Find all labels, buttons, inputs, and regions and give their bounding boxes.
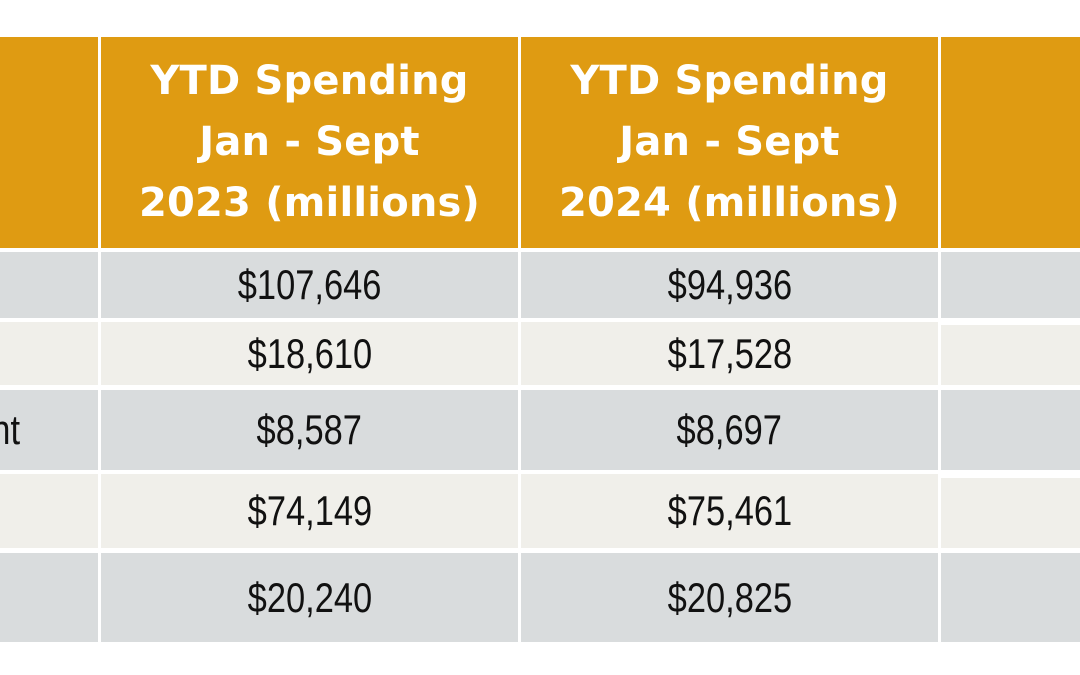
header-ytd-2024-line-1: YTD Spending [570,58,889,104]
table-row-3-2024: $8,697 [521,390,938,470]
value-2024: $17,528 [667,329,792,377]
header-ytd-2024-line-2: Jan - Sept [619,119,840,165]
table-row-5-2024: $20,825 [521,553,938,642]
header-ytd-2023-line-3: 2023 (millions) [138,180,481,226]
table-row-1-label [0,252,98,318]
table-row-3-2023: $8,587 [101,390,518,470]
table-row-1-2023: $107,646 [101,252,518,318]
header-ytd-2024: YTD Spending Jan - Sept 2024 (millions) [521,37,938,248]
table-row-4-2023: $74,149 [101,474,518,548]
value-2023: $74,149 [247,487,372,534]
header-percent-change: P C [941,37,1080,248]
value-2024: $8,697 [676,406,783,453]
table-row-3-change [941,390,1080,470]
table-row-2-2023: $18,610 [101,322,518,385]
table-row-5-label [0,553,98,642]
table-row-1-2024: $94,936 [521,252,938,318]
table-row-4-2024: $75,461 [521,474,938,548]
table-row-4-change [941,478,1080,548]
header-ytd-2023-line-1: YTD Spending [150,58,469,104]
table-row-3-label: nt [0,390,98,470]
header-ytd-2023: YTD Spending Jan - Sept 2023 (millions) [101,37,518,248]
value-2023: $8,587 [256,406,363,453]
value-2024: $75,461 [667,487,792,534]
value-2023: $20,240 [247,573,372,621]
header-category [0,37,98,248]
value-2024: $94,936 [667,261,792,308]
header-ytd-2023-line-2: Jan - Sept [199,119,420,165]
table-row-2-2024: $17,528 [521,322,938,385]
header-ytd-2024-line-3: 2024 (millions) [558,180,901,226]
row-label-text: nt [0,406,20,453]
table-row-4-label [0,474,98,548]
table-row-5-2023: $20,240 [101,553,518,642]
value-2024: $20,825 [667,573,792,621]
table-row-5-change [941,553,1080,642]
table-row-1-change [941,252,1080,318]
table-row-2-change [941,325,1080,385]
table-row-2-label [0,322,98,385]
value-2023: $107,646 [237,261,382,308]
value-2023: $18,610 [247,329,372,377]
